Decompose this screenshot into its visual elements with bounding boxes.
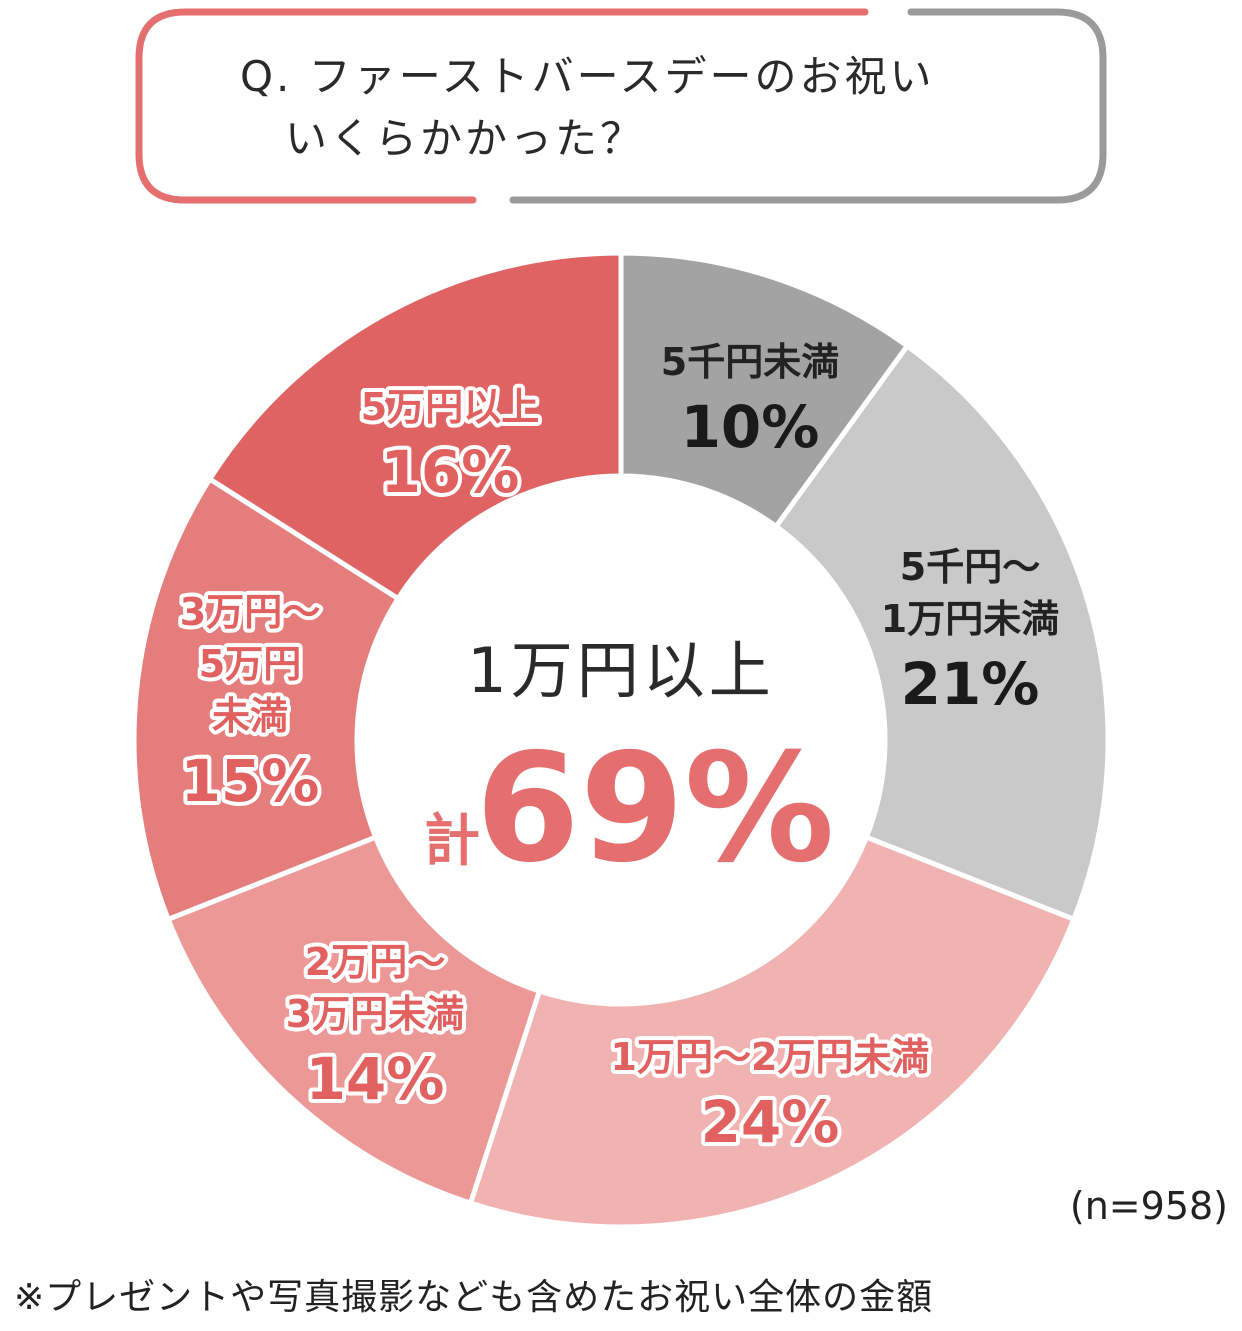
slice-label: 3万円未満: [286, 992, 464, 1036]
donut-slice: [206, 250, 624, 602]
donut-slice: [131, 475, 402, 923]
slice-value: 14%: [306, 1045, 445, 1113]
slice-value: 24%: [701, 1088, 840, 1156]
slice-label: 2万円～: [305, 940, 445, 984]
slice-label: 1万円～2万円未満: [611, 1035, 930, 1079]
center-title: 1万円以上: [467, 634, 774, 707]
slice-value: 21%: [901, 650, 1040, 718]
footnote: ※プレゼントや写真撮影なども含めたお祝い全体の金額: [14, 1277, 934, 1318]
question-frame: [135, 8, 1107, 204]
donut-chart: 5千円未満 10% 5千円～ 1万円未満 21% 1万円～2万円未満 24% 2万円～ 3万円未…: [131, 250, 1111, 1230]
question-frame-accent: [135, 8, 869, 204]
slice-label: 未満: [212, 694, 288, 738]
donut-slice: [467, 833, 1078, 1230]
slice-label: 5万円: [199, 642, 301, 686]
question-text: Q. ファーストバースデーのお祝い いくらかかった？: [240, 52, 935, 163]
slice-label: 1万円未満: [881, 597, 1059, 641]
center-prefix: 計: [424, 809, 480, 874]
slice-value: 10%: [681, 393, 820, 461]
sample-size: (n=958): [1069, 1184, 1228, 1228]
donut-slice: [164, 833, 543, 1207]
slice-value: 16%: [381, 438, 520, 506]
slice-value: 15%: [181, 747, 320, 815]
slice-label: 5万円以上: [361, 385, 539, 429]
slice-label: 5千円未満: [661, 340, 839, 384]
center-value: 69%: [475, 722, 834, 896]
question-frame-gray: [509, 8, 1107, 204]
donut-slice: [772, 342, 1111, 923]
slice-label: 5千円～: [900, 545, 1040, 589]
slice-label: 3万円～: [180, 590, 320, 634]
